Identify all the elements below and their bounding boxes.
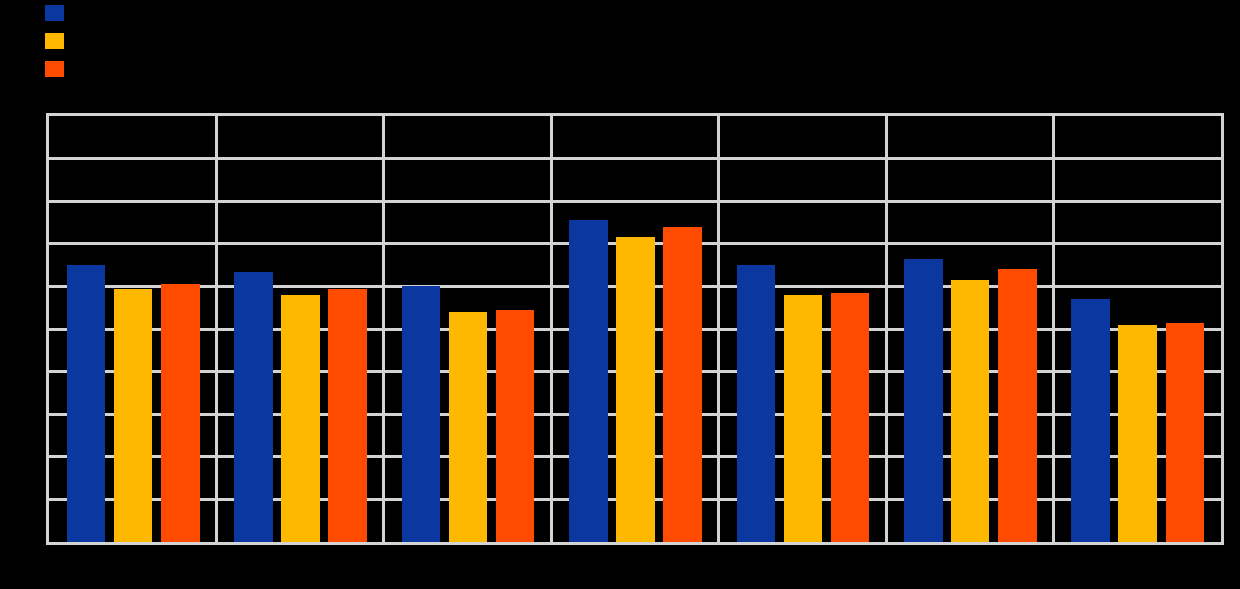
legend-item-series-1 <box>45 5 72 21</box>
bar-series-1-blue-group-3 <box>401 286 441 542</box>
gridline-horizontal <box>49 157 1221 161</box>
bar-series-2-yellow-group-2 <box>281 294 320 542</box>
legend-item-series-2 <box>45 33 72 49</box>
bar-series-1-blue-group-5 <box>736 265 776 542</box>
bar-series-3-orange-group-7 <box>1165 322 1205 542</box>
plot-area <box>46 113 1224 545</box>
gridline-vertical <box>214 116 218 542</box>
bar-series-1-blue-group-6 <box>904 258 943 542</box>
bar-series-1-blue-group-4 <box>569 220 608 542</box>
legend-item-series-3 <box>45 61 72 77</box>
legend-swatch-series-1 <box>45 5 64 21</box>
bar-series-3-orange-group-4 <box>663 226 702 542</box>
legend-swatch-series-2 <box>45 33 64 49</box>
gridline-vertical <box>1052 116 1056 542</box>
bar-series-3-orange-group-1 <box>161 284 200 542</box>
gridline-horizontal <box>49 199 1221 203</box>
bar-series-2-yellow-group-4 <box>616 237 655 542</box>
bar-series-3-orange-group-5 <box>830 292 870 542</box>
bar-series-2-yellow-group-5 <box>783 294 822 542</box>
bar-series-3-orange-group-3 <box>495 309 535 542</box>
bar-series-2-yellow-group-3 <box>448 311 488 542</box>
bar-series-2-yellow-group-1 <box>113 288 153 542</box>
bar-series-1-blue-group-7 <box>1071 299 1110 542</box>
bar-series-2-yellow-group-6 <box>950 280 990 542</box>
gridline-vertical <box>884 116 888 542</box>
gridline-vertical <box>382 116 386 542</box>
gridline-vertical <box>549 116 553 542</box>
bar-series-1-blue-group-1 <box>66 265 106 542</box>
gridline-vertical <box>717 116 721 542</box>
bar-series-3-orange-group-2 <box>328 288 367 542</box>
legend-swatch-series-3 <box>45 61 64 77</box>
chart-legend <box>45 5 72 89</box>
plot-grid-and-bars <box>49 116 1221 542</box>
bar-series-3-orange-group-6 <box>998 269 1037 542</box>
bar-series-2-yellow-group-7 <box>1118 324 1157 542</box>
bar-series-1-blue-group-2 <box>234 271 273 542</box>
